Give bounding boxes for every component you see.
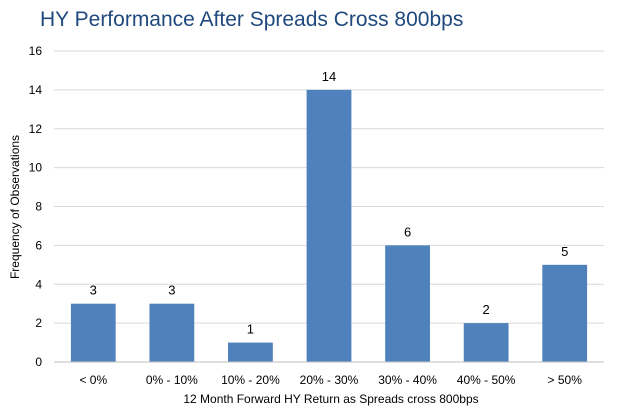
x-tick-label: 40% - 50%: [457, 373, 516, 387]
data-label: 6: [404, 224, 411, 239]
y-tick-label: 2: [35, 316, 42, 330]
y-tick-label: 0: [35, 355, 42, 369]
x-axis-ticks: < 0% 0% - 10% 10% - 20% 20% - 30% 30% - 40% 4…: [79, 373, 582, 387]
y-tick-label: 14: [29, 83, 43, 97]
bar: [306, 89, 352, 362]
chart-title: HY Performance After Spreads Cross 800bp…: [40, 8, 463, 31]
y-axis-title: Frequency of Observations: [8, 135, 22, 279]
y-tick-label: 10: [29, 161, 43, 175]
data-label: 3: [168, 283, 175, 298]
bar: [542, 264, 588, 362]
bar: [228, 342, 273, 362]
y-tick-label: 8: [35, 200, 42, 214]
x-tick-label: > 50%: [548, 373, 583, 387]
data-labels: 3 3 1 14 6 2 5: [90, 69, 569, 337]
bar: [463, 323, 509, 362]
data-label: 2: [483, 302, 490, 317]
x-tick-label: 10% - 20%: [221, 373, 280, 387]
y-tick-label: 16: [29, 44, 43, 58]
y-axis-ticks: 0 2 4 6 8 10 12 14 16: [29, 44, 43, 369]
bar: [149, 303, 195, 362]
bars: [70, 89, 588, 362]
x-tick-label: 30% - 40%: [378, 373, 437, 387]
data-label: 1: [247, 322, 254, 337]
x-tick-label: < 0%: [79, 373, 107, 387]
bar: [70, 303, 116, 362]
x-tick-label: 0% - 10%: [146, 373, 198, 387]
x-axis-title: 12 Month Forward HY Return as Spreads cr…: [183, 392, 478, 406]
data-label: 5: [561, 244, 568, 259]
data-label: 14: [322, 69, 336, 84]
bar: [385, 245, 430, 362]
y-tick-label: 6: [35, 238, 42, 252]
x-tick-label: 20% - 30%: [300, 373, 359, 387]
y-tick-label: 12: [29, 122, 43, 136]
data-label: 3: [90, 283, 97, 298]
y-tick-label: 4: [35, 277, 42, 291]
